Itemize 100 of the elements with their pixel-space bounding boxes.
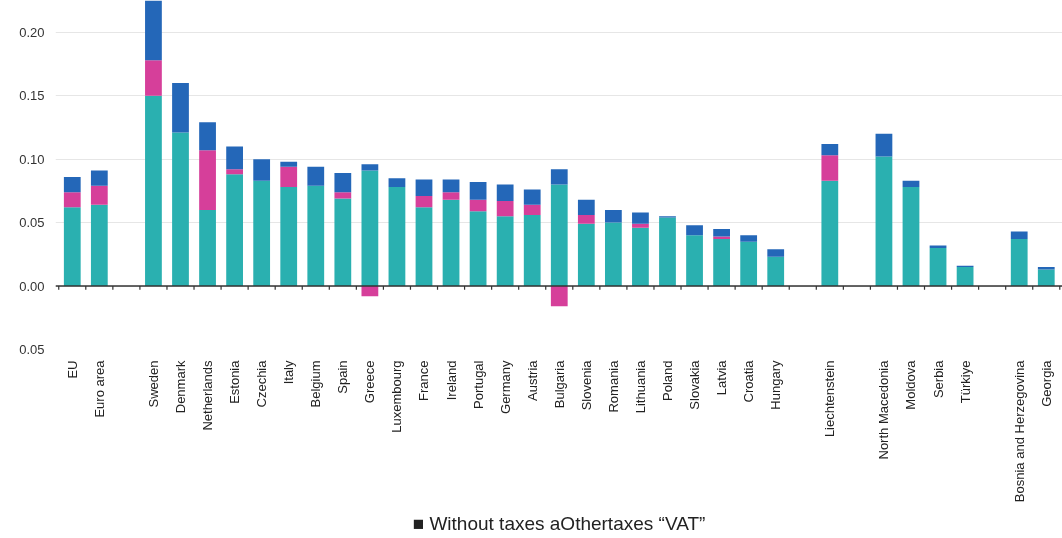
bar (550, 286, 568, 307)
bar (740, 241, 758, 287)
bar (496, 216, 514, 287)
bar (523, 214, 541, 287)
bar (253, 159, 271, 181)
x-tick-label: Georgia (1038, 359, 1054, 407)
x-tick-label: Serbia (930, 359, 946, 399)
bar (90, 170, 108, 186)
bar (226, 174, 243, 287)
bar (1037, 269, 1055, 287)
bar (632, 223, 649, 228)
x-tick-label: Liechtenstein (822, 360, 838, 438)
x-tick-label: Bosnia and Herzegovina (1011, 359, 1027, 503)
bar (577, 199, 595, 215)
bar (415, 179, 433, 196)
bar (442, 192, 460, 200)
x-tick-label: Türkiye (957, 360, 973, 404)
bar (172, 132, 189, 287)
y-tick-label: 0.00 (19, 278, 45, 294)
bar (253, 180, 271, 287)
x-tick-label: Romania (605, 359, 621, 413)
x-tick-label: EU (64, 360, 80, 379)
bar (632, 227, 649, 287)
x-tick-label: Estonia (227, 359, 243, 404)
bar (280, 161, 298, 167)
x-tick-label: Slovenia (578, 359, 594, 411)
x-tick-label: Euro area (91, 359, 107, 418)
bar (767, 249, 785, 257)
bar (334, 173, 352, 193)
bar (713, 228, 730, 237)
bar (145, 60, 162, 96)
bar (550, 184, 568, 287)
bar (956, 267, 974, 287)
bar (577, 214, 595, 224)
bar (226, 146, 243, 170)
y-tick-label: 0.05 (19, 215, 45, 231)
bar (442, 179, 460, 193)
x-tick-label: Moldova (903, 359, 919, 410)
x-tick-label: Croatia (741, 359, 757, 403)
x-tick-label: Czechia (254, 359, 270, 408)
bar (632, 212, 649, 224)
bar (469, 199, 487, 212)
x-tick-label: Sweden (145, 360, 161, 408)
bar (496, 201, 514, 217)
bar (90, 204, 108, 287)
bar (875, 133, 893, 157)
x-tick-label: Bulgaria (551, 359, 567, 409)
y-tick-label: 0.20 (19, 24, 45, 40)
bar (388, 178, 406, 188)
bar (523, 189, 541, 205)
x-tick-label: Poland (659, 360, 675, 401)
bar (659, 217, 676, 287)
bar (902, 187, 920, 287)
bar (63, 176, 81, 193)
x-tick-label: Austria (524, 359, 540, 401)
bar (496, 184, 514, 202)
bar (686, 235, 703, 287)
y-tick-label: 0.05 (19, 342, 45, 357)
bar (821, 143, 839, 156)
bar (523, 204, 541, 215)
bar (307, 166, 325, 186)
x-tick-label: Lithuania (632, 359, 648, 414)
bar (550, 169, 568, 185)
bar (145, 95, 162, 287)
bar (145, 0, 162, 61)
bar (415, 195, 433, 208)
bar (604, 209, 622, 223)
bar (226, 169, 243, 175)
bar (821, 180, 839, 287)
bar (686, 225, 703, 236)
bar (821, 155, 839, 181)
text: ■ Without taxes aOthertaxes “VAT” (412, 512, 706, 534)
bar (902, 180, 920, 188)
bar (604, 222, 622, 287)
x-tick-label: Italy (281, 360, 297, 385)
y-tick-label: 0.10 (19, 151, 45, 167)
bar (415, 207, 433, 287)
bar (740, 235, 758, 242)
bar (334, 192, 352, 199)
y-tick-label: 0.15 (19, 88, 45, 104)
bar (713, 239, 730, 287)
bar (1010, 231, 1028, 240)
bar (280, 187, 298, 287)
x-tick-label: Greece (362, 360, 378, 404)
bar (361, 286, 379, 297)
x-tick-label: Slovakia (687, 359, 703, 410)
bar (280, 166, 298, 188)
bar (767, 256, 785, 287)
bar (929, 247, 947, 287)
bar (90, 185, 108, 205)
bar (1010, 239, 1028, 287)
bar (875, 156, 893, 287)
bar (199, 209, 216, 287)
x-tick-label: Netherlands (200, 360, 216, 431)
bar (172, 82, 189, 133)
bar (334, 198, 352, 287)
bar (1037, 267, 1055, 270)
bar (361, 164, 379, 171)
x-tick-label: North Macedonia (876, 359, 892, 460)
x-tick-label: Denmark (173, 360, 188, 414)
